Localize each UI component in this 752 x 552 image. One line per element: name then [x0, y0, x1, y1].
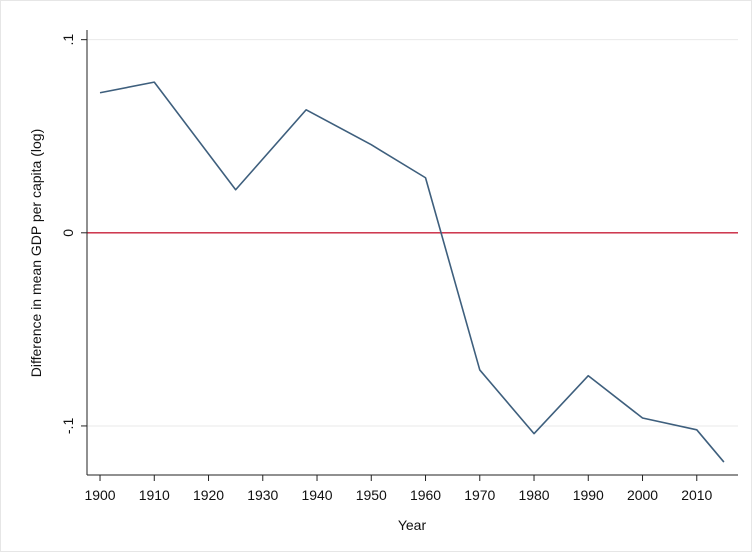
x-tick-label: 1950	[356, 487, 387, 503]
x-tick-label: 1980	[518, 487, 549, 503]
y-tick-label: 0	[60, 229, 76, 237]
x-axis-title: Year	[398, 517, 427, 533]
y-axis-title: Difference in mean GDP per capita (log)	[28, 129, 44, 378]
x-tick-label: 1990	[573, 487, 604, 503]
x-tick-label: 1910	[139, 487, 170, 503]
x-tick-label: 1900	[84, 487, 115, 503]
y-tick-label: .1	[60, 34, 76, 46]
x-tick-label: 1930	[247, 487, 278, 503]
x-tick-label: 1960	[410, 487, 441, 503]
x-tick-label: 2010	[681, 487, 712, 503]
x-tick-label: 1920	[193, 487, 224, 503]
x-tick-label: 1940	[301, 487, 332, 503]
x-tick-label: 1970	[464, 487, 495, 503]
data-line	[99, 81, 725, 463]
x-tick-label: 2000	[627, 487, 658, 503]
y-tick-label: -.1	[60, 418, 76, 435]
